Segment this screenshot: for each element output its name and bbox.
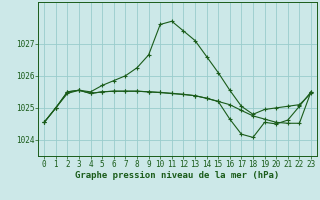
X-axis label: Graphe pression niveau de la mer (hPa): Graphe pression niveau de la mer (hPa) — [76, 171, 280, 180]
